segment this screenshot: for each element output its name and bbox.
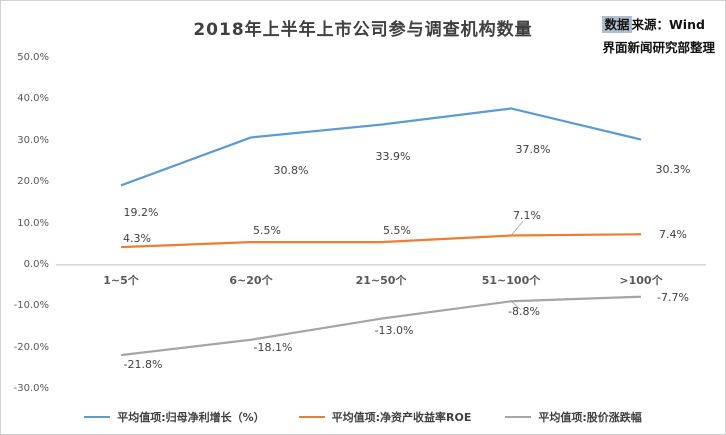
y-axis-tick-label: 10.0% xyxy=(17,217,49,229)
x-axis-category-label: 6~20个 xyxy=(229,273,273,287)
data-label-leader-line xyxy=(510,220,524,236)
data-label: -13.0% xyxy=(374,323,414,337)
series-line-0 xyxy=(120,107,642,187)
legend: 平均值项:归母净利增长（%） 平均值项:净资产收益率ROE 平均值项:股价涨跌幅 xyxy=(1,409,725,425)
legend-item-roe: 平均值项:净资产收益率ROE xyxy=(298,409,472,425)
x-axis-category-label: 21~50个 xyxy=(355,273,407,287)
source-line-2: 界面新闻研究部整理 xyxy=(602,39,715,55)
data-label: 19.2% xyxy=(123,206,159,220)
series-line-2 xyxy=(120,295,642,357)
source-note: 数据 来源：Wind 界面新闻研究部整理 xyxy=(602,14,715,59)
data-label: 7.1% xyxy=(513,209,541,223)
y-axis-tick-label: -20.0% xyxy=(13,341,49,353)
y-axis-tick-label: -10.0% xyxy=(13,300,49,312)
legend-label: 平均值项:归母净利增长（%） xyxy=(117,411,265,424)
data-label: 30.3% xyxy=(655,162,691,176)
legend-item-net-profit-growth: 平均值项:归母净利增长（%） xyxy=(84,409,265,425)
legend-item-stock-price-change: 平均值项:股价涨跌幅 xyxy=(505,409,642,425)
data-label: -8.8% xyxy=(508,305,540,319)
legend-line-swatch-orange xyxy=(298,416,325,418)
data-label: 5.5% xyxy=(253,224,281,238)
source-rest: 来源：Wind xyxy=(631,17,705,32)
data-label: 7.4% xyxy=(659,228,687,242)
data-label: 5.5% xyxy=(383,224,411,238)
x-axis-category-label: 1~5个 xyxy=(103,273,139,287)
data-label-leader-line xyxy=(510,300,522,310)
y-axis-tick-label: 40.0% xyxy=(17,93,49,105)
y-axis-tick-label: 50.0% xyxy=(17,52,49,63)
legend-label: 平均值项:净资产收益率ROE xyxy=(331,411,472,424)
chart-title: 2018年上半年上市公司参与调查机构数量 xyxy=(193,20,533,40)
series-line-1 xyxy=(120,233,642,249)
data-label: -7.7% xyxy=(657,290,689,304)
data-label: -21.8% xyxy=(123,358,163,372)
data-label: 30.8% xyxy=(273,164,309,178)
data-label: 4.3% xyxy=(123,232,151,246)
source-highlight: 数据 xyxy=(602,16,632,33)
y-axis-tick-label: -30.0% xyxy=(13,383,49,394)
y-axis-tick-label: 30.0% xyxy=(17,134,49,146)
data-label: -18.1% xyxy=(253,340,293,354)
source-line-1: 数据 来源：Wind xyxy=(602,14,715,37)
y-axis-tick-label: 20.0% xyxy=(17,176,49,188)
y-axis-tick-label: 0.0% xyxy=(23,258,49,270)
x-axis-category-label: >100个 xyxy=(619,273,663,287)
legend-label: 平均值项:股价涨跌幅 xyxy=(538,411,642,424)
legend-line-swatch-gray xyxy=(505,416,532,418)
legend-line-swatch-blue xyxy=(84,416,111,418)
data-label: 37.8% xyxy=(515,143,551,157)
data-label: 33.9% xyxy=(375,149,411,163)
x-axis-category-label: 51~100个 xyxy=(481,273,541,287)
